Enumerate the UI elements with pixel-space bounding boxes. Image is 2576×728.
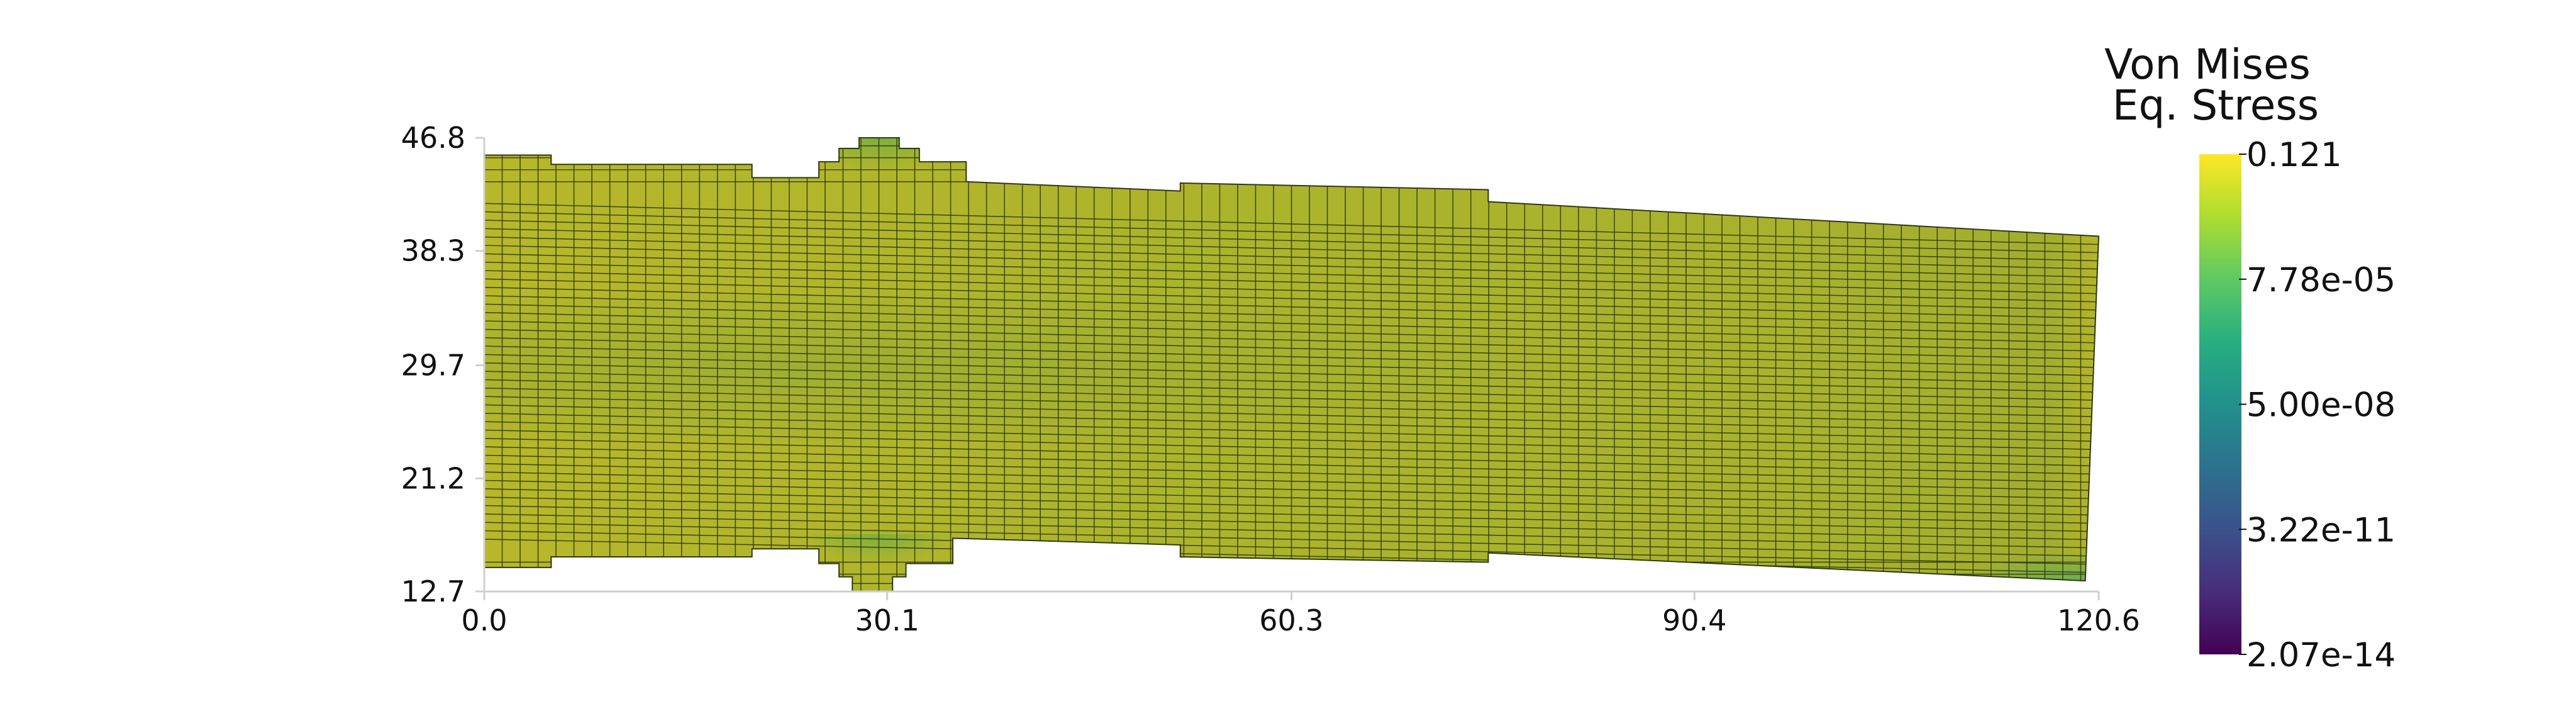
x-tick-label: 60.3 — [1259, 603, 1323, 637]
colorbar-label: 3.22e-11 — [2246, 511, 2396, 549]
mesh-row-line — [484, 245, 2099, 286]
mesh-row-line — [484, 203, 2099, 245]
y-tick-label: 38.3 — [401, 234, 465, 268]
x-tick-label: 90.4 — [1662, 603, 1726, 637]
mesh-outline — [484, 137, 2100, 592]
mesh-row-line — [484, 463, 2099, 500]
axes: 0.0 30.1 60.3 90.4 120.6 46.8 38.3 29.7 21.2 12.… — [401, 121, 2140, 637]
mesh-row-line — [484, 454, 2099, 491]
y-tick-label: 12.7 — [401, 574, 465, 608]
mesh-row-line — [484, 236, 2099, 278]
colorbar-title-line2: Eq. Stress — [2112, 81, 2319, 130]
mesh-row-line — [484, 320, 2099, 360]
mesh-row-line — [484, 295, 2099, 335]
mesh-row-line — [484, 471, 2099, 508]
mesh-row-line — [484, 539, 2099, 573]
mesh-row-line — [484, 371, 2099, 410]
mesh-row-line — [484, 413, 2099, 451]
mesh-row-line — [484, 211, 2099, 254]
y-tick-label: 29.7 — [401, 349, 465, 383]
mesh-domain — [484, 137, 2100, 592]
mesh-row-line — [484, 337, 2099, 376]
x-tick-label: 0.0 — [461, 603, 507, 637]
x-tick-label: 120.6 — [2057, 603, 2140, 637]
mesh-row-line — [484, 438, 2099, 475]
mesh-row-line — [484, 379, 2099, 418]
colorbar-label: 5.00e-08 — [2246, 386, 2396, 425]
mesh-row-line — [484, 396, 2099, 434]
mesh-row-line — [484, 513, 2099, 549]
mesh-row-line — [484, 220, 2099, 262]
colorbar-gradient — [2199, 154, 2241, 654]
mesh-row-line — [484, 530, 2099, 565]
mesh-row-line — [484, 228, 2099, 270]
mesh-row-line — [484, 253, 2099, 294]
colorbar-label: 0.121 — [2246, 136, 2342, 174]
y-tick-label: 46.8 — [401, 121, 465, 155]
mesh-row-line — [484, 278, 2099, 319]
mesh-row-line — [484, 303, 2099, 344]
x-axis-ticks: 0.0 30.1 60.3 90.4 120.6 — [461, 591, 2140, 637]
y-tick-label: 21.2 — [401, 461, 465, 495]
mesh-row-line — [484, 388, 2099, 426]
colorbar-title-line1: Von Mises — [2104, 40, 2311, 89]
mesh-row-line — [484, 505, 2099, 540]
mesh-row-line — [484, 446, 2099, 483]
mesh-row-line — [484, 311, 2099, 352]
mesh-row-line — [484, 328, 2099, 368]
mesh-row-line — [484, 286, 2099, 327]
mesh-row-line — [484, 362, 2099, 401]
colorbar-labels: 0.121 7.78e-05 5.00e-08 3.22e-11 2.07e-14 — [2239, 136, 2396, 675]
mesh-row-line — [484, 270, 2099, 311]
mesh-row-line — [484, 496, 2099, 532]
mesh-row-line — [484, 479, 2099, 516]
mesh-row-line — [484, 261, 2099, 303]
mesh-row-line — [484, 421, 2099, 459]
x-tick-label: 30.1 — [855, 603, 919, 637]
mesh-row-line — [484, 429, 2099, 467]
mesh-row-line — [484, 404, 2099, 442]
mesh-row-line — [484, 488, 2099, 524]
colorbar-label: 7.78e-05 — [2246, 261, 2396, 300]
mesh-row-line — [484, 345, 2099, 384]
y-axis-ticks: 46.8 38.3 29.7 21.2 12.7 — [401, 121, 484, 608]
colorbar: Von Mises Eq. Stress 0.121 7.78e-05 5.00e-… — [2104, 40, 2396, 675]
mesh-row-line — [484, 354, 2099, 393]
mesh-row-line — [484, 522, 2099, 557]
colorbar-label: 2.07e-14 — [2246, 636, 2396, 675]
